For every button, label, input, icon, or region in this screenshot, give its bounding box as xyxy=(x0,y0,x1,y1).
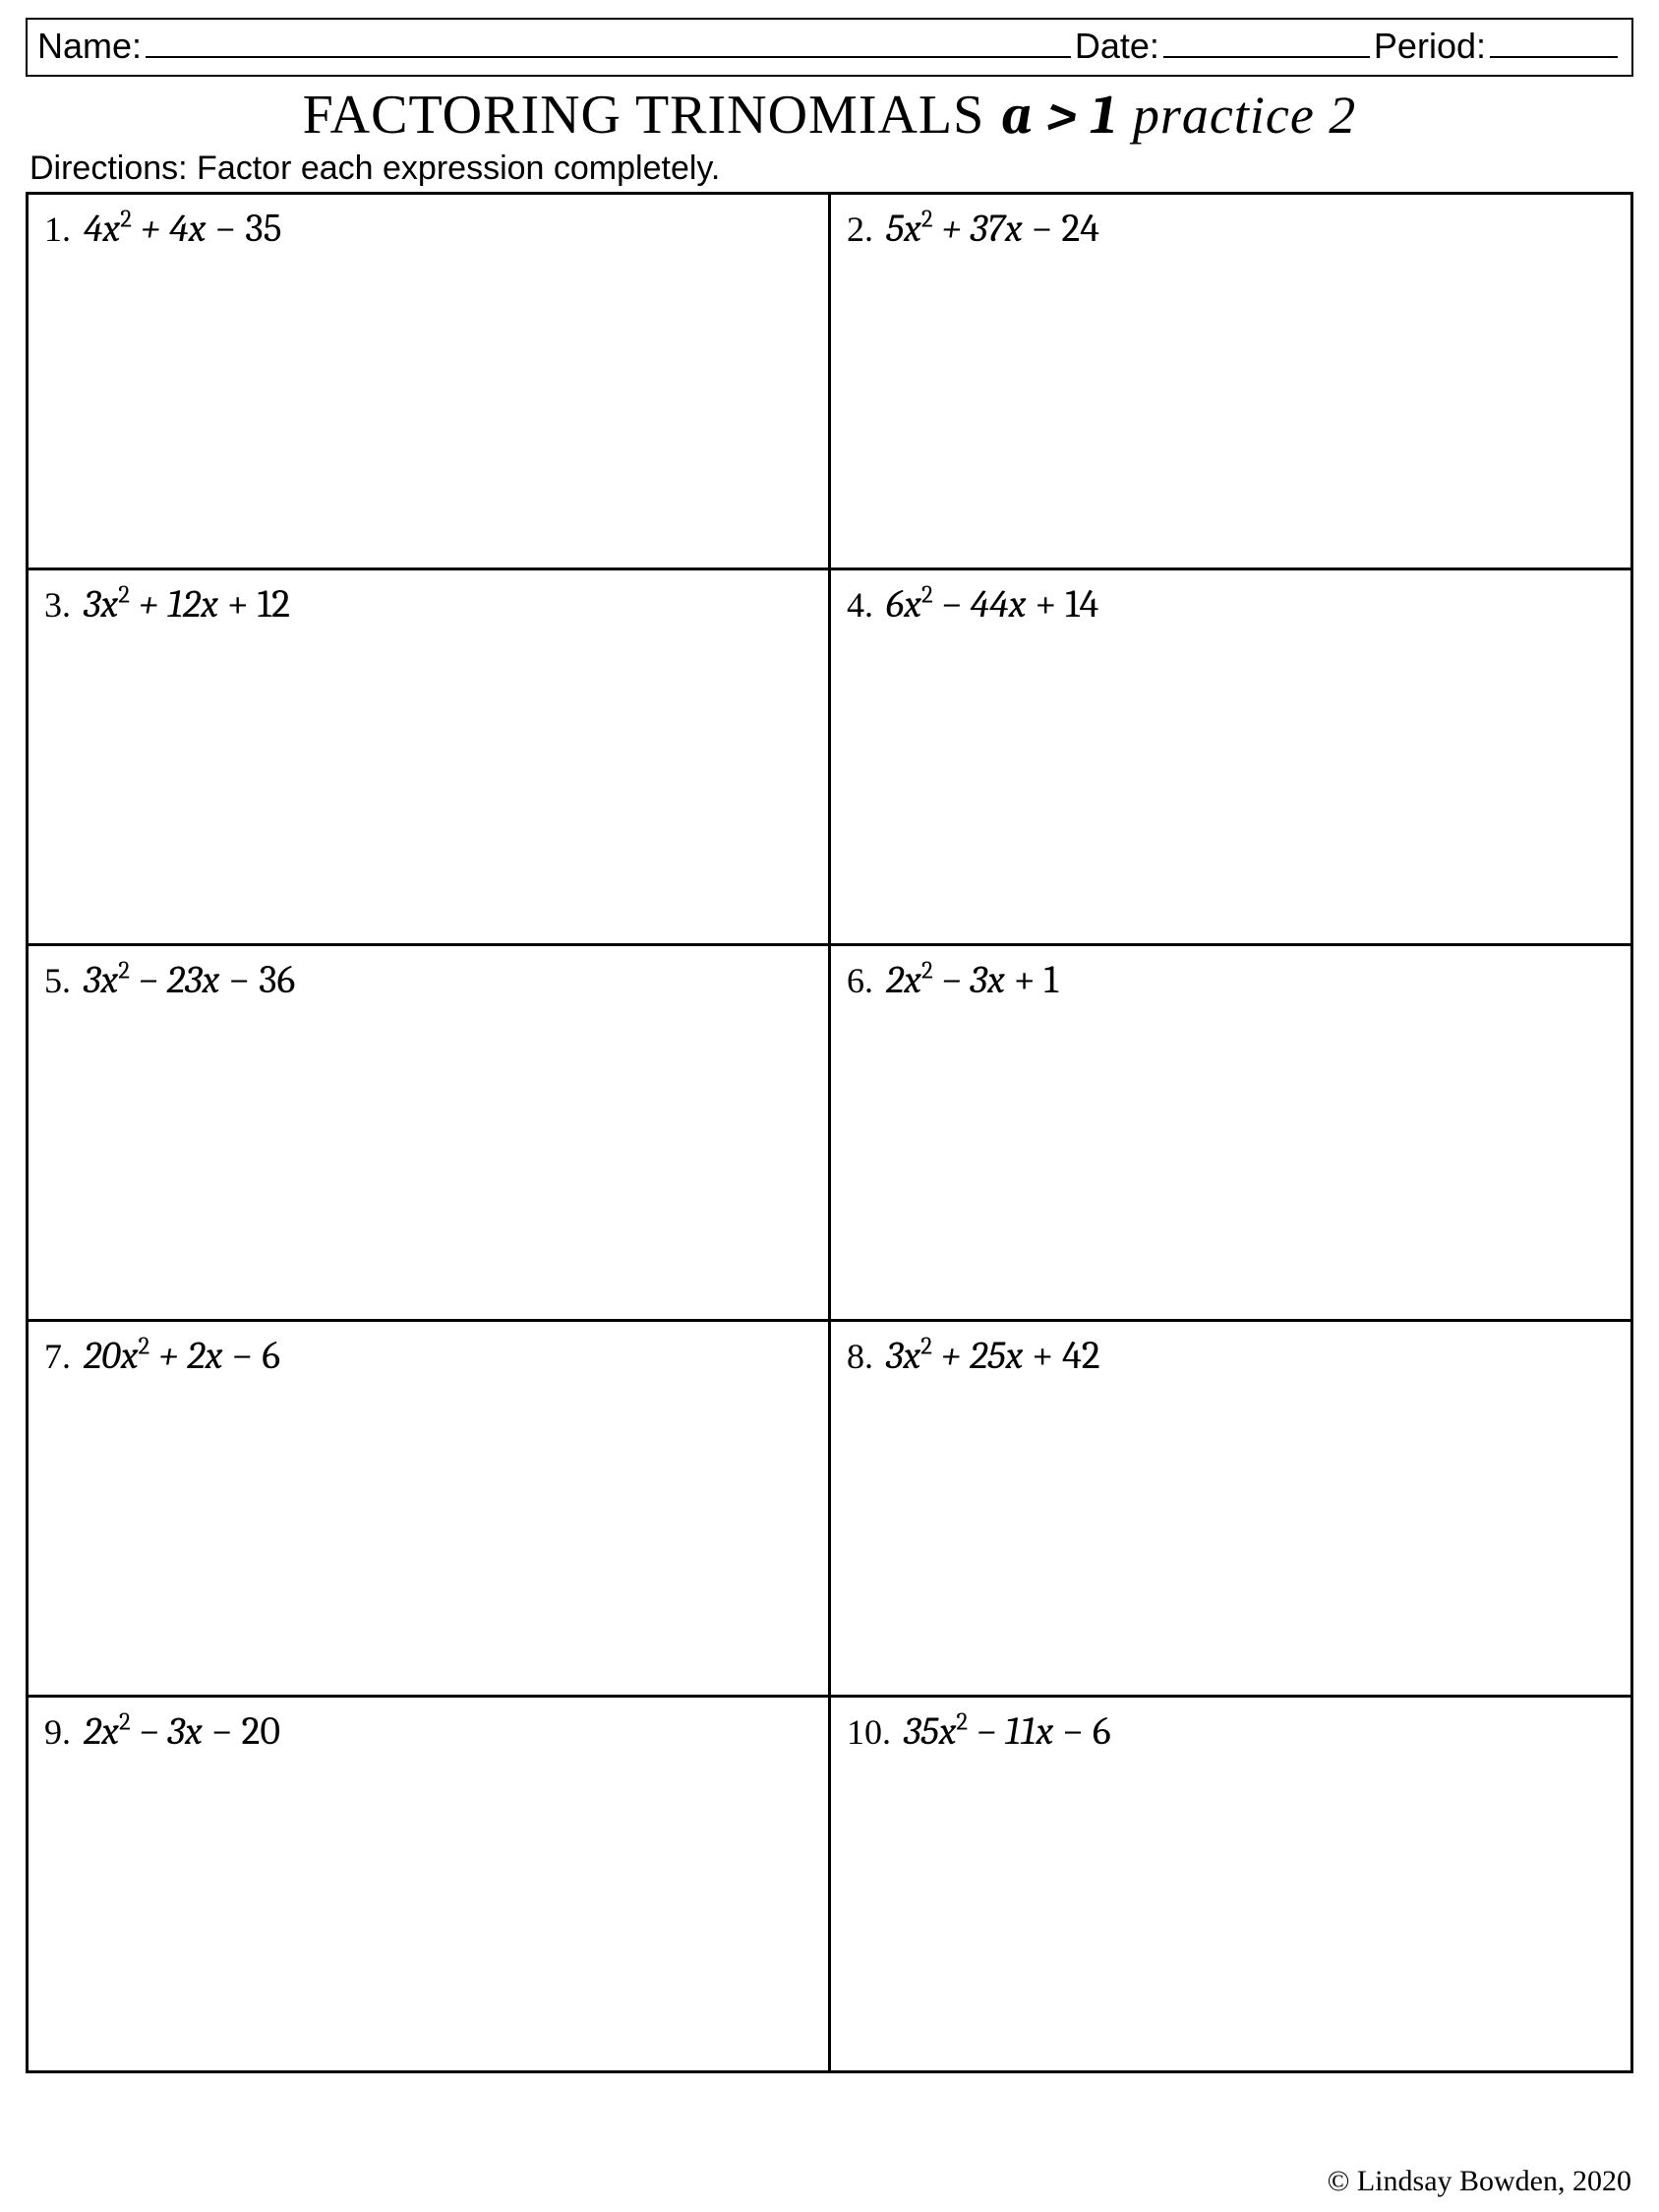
problem-cell: 8. 3x2 + 25x + 42 xyxy=(830,1320,1632,1696)
problem-cell: 2. 5x2 + 37x − 24 xyxy=(830,193,1632,568)
problem-expression: 4. 6x2 − 44x + 14 xyxy=(847,580,1615,628)
period-label: Period: xyxy=(1374,22,1486,71)
worksheet-title: FACTORING TRINOMIALS a > 1 practice 2 xyxy=(26,83,1633,147)
worksheet-page: Name: Date: Period: FACTORING TRINOMIALS… xyxy=(0,0,1659,2212)
directions-text: Directions: Factor each expression compl… xyxy=(30,149,1633,188)
problem-cell: 7. 20x2 + 2x − 6 xyxy=(28,1320,830,1696)
problem-cell: 4. 6x2 − 44x + 14 xyxy=(830,568,1632,944)
problem-expression: 2. 5x2 + 37x − 24 xyxy=(847,205,1615,252)
date-blank[interactable] xyxy=(1163,25,1370,58)
problem-cell: 1. 4x2 + 4x − 35 xyxy=(28,193,830,568)
problem-expression: 10. 35x2 − 11x − 6 xyxy=(847,1707,1615,1755)
name-blank[interactable] xyxy=(146,25,1071,58)
problem-expression: 6. 2x2 − 3x + 1 xyxy=(847,956,1615,1003)
problem-cell: 10. 35x2 − 11x − 6 xyxy=(830,1696,1632,2071)
problem-expression: 8. 3x2 + 25x + 42 xyxy=(847,1332,1615,1379)
name-label: Name: xyxy=(37,22,142,71)
problem-expression: 5. 3x2 − 23x − 36 xyxy=(44,956,812,1003)
problem-cell: 3. 3x2 + 12x + 12 xyxy=(28,568,830,944)
title-condition: a > 1 xyxy=(1001,84,1116,147)
problem-cell: 5. 3x2 − 23x − 36 xyxy=(28,944,830,1320)
title-main: FACTORING TRINOMIALS xyxy=(303,85,985,146)
problem-expression: 3. 3x2 + 12x + 12 xyxy=(44,580,812,628)
header-box: Name: Date: Period: xyxy=(26,18,1633,77)
problem-cell: 6. 2x2 − 3x + 1 xyxy=(830,944,1632,1320)
problem-expression: 9. 2x2 − 3x − 20 xyxy=(44,1707,812,1755)
period-blank[interactable] xyxy=(1490,25,1618,58)
problem-expression: 7. 20x2 + 2x − 6 xyxy=(44,1332,812,1379)
problem-expression: 1. 4x2 + 4x − 35 xyxy=(44,205,812,252)
copyright-footer: © Lindsay Bowden, 2020 xyxy=(1328,2165,1631,2198)
date-label: Date: xyxy=(1075,22,1159,71)
title-subtitle: practice 2 xyxy=(1133,86,1356,145)
problem-cell: 9. 2x2 − 3x − 20 xyxy=(28,1696,830,2071)
problem-grid: 1. 4x2 + 4x − 35 2. 5x2 + 37x − 24 3. 3x2 … xyxy=(26,192,1633,2073)
